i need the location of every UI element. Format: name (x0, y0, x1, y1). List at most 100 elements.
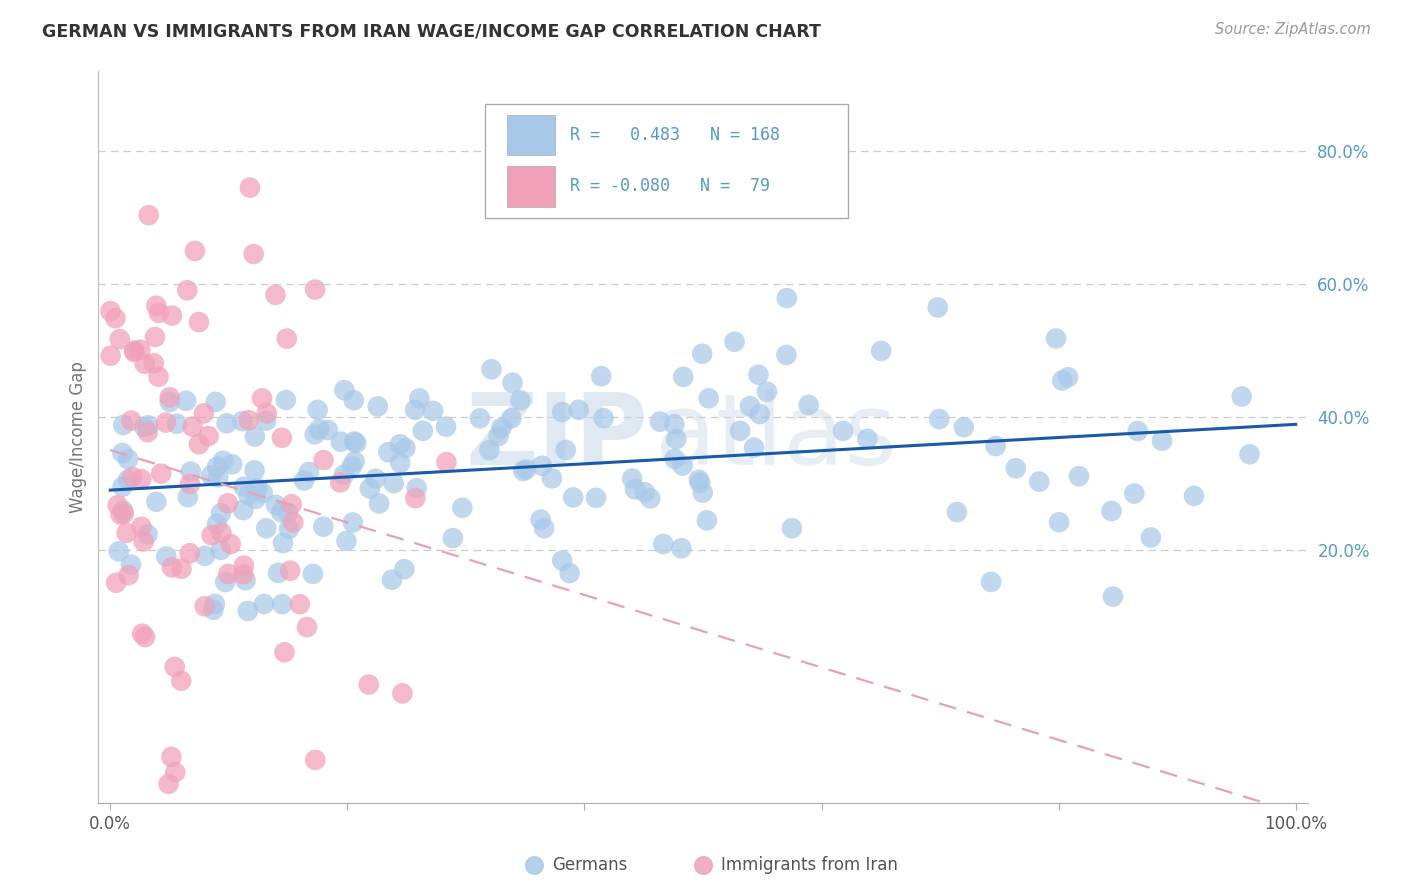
Point (408, 392, 430, 406)
Point (187, 437, 209, 451)
Point (194, 549, 217, 563)
Point (176, 283, 198, 297)
Point (112, 503, 135, 517)
Point (129, 343, 152, 357)
Point (131, 626, 153, 640)
Point (1101, 504, 1123, 518)
Point (364, 472, 387, 486)
Point (107, 498, 129, 512)
Point (217, 566, 239, 581)
Text: ZIP: ZIP (465, 389, 648, 485)
Point (624, 482, 647, 496)
Point (533, 521, 555, 535)
Point (664, 417, 686, 432)
Point (394, 441, 416, 455)
Point (530, 458, 553, 473)
Point (304, 427, 326, 442)
Point (1028, 475, 1050, 489)
Point (215, 417, 238, 431)
Point (1123, 486, 1146, 500)
Point (148, 369, 170, 384)
Point (207, 470, 229, 484)
Point (159, 395, 181, 409)
Point (633, 485, 655, 500)
FancyBboxPatch shape (508, 115, 555, 155)
Point (271, 597, 294, 611)
Point (148, 306, 170, 320)
Point (980, 574, 1002, 589)
Point (136, 418, 159, 433)
Point (512, 464, 534, 478)
Point (134, 420, 156, 434)
Point (1140, 531, 1163, 545)
Point (264, 498, 287, 512)
Text: Immigrants from Iran: Immigrants from Iran (721, 856, 898, 874)
Point (121, 470, 143, 484)
Point (274, 392, 297, 407)
Point (239, 180, 262, 194)
Point (277, 522, 299, 536)
Point (509, 393, 531, 408)
Point (422, 404, 444, 418)
Point (723, 334, 745, 349)
Point (1052, 374, 1074, 388)
Point (665, 432, 688, 446)
Point (856, 432, 879, 446)
Point (202, 603, 225, 617)
Point (245, 491, 267, 506)
Point (104, 311, 127, 326)
Point (780, 521, 803, 535)
Point (652, 537, 675, 551)
Point (441, 531, 464, 545)
Point (308, 422, 330, 436)
Point (292, 474, 315, 488)
Point (105, 575, 128, 590)
Point (253, 597, 276, 611)
Point (692, 732, 714, 747)
Point (304, 753, 326, 767)
Point (267, 566, 290, 580)
Point (180, 465, 202, 479)
Point (110, 508, 132, 522)
Point (502, 376, 524, 390)
Point (107, 544, 129, 558)
Point (302, 566, 325, 581)
Point (870, 343, 893, 358)
Point (209, 506, 232, 520)
Point (250, 392, 273, 406)
Point (797, 398, 820, 412)
Point (333, 383, 356, 397)
Point (150, 467, 173, 481)
Point (271, 536, 294, 550)
Point (112, 418, 135, 433)
Point (254, 414, 277, 428)
Point (155, 416, 177, 430)
Point (201, 528, 224, 542)
Point (1057, 370, 1080, 384)
Point (232, 480, 254, 494)
Point (197, 429, 219, 443)
Point (204, 597, 226, 611)
Point (307, 402, 329, 417)
Text: R =   0.483   N = 168: R = 0.483 N = 168 (569, 126, 780, 144)
Point (562, 491, 585, 505)
Point (117, 473, 139, 487)
Point (155, 549, 177, 564)
Point (591, 369, 613, 384)
Point (243, 463, 266, 477)
Point (526, 732, 548, 747)
Point (554, 442, 576, 457)
Point (491, 421, 513, 435)
Point (747, 368, 769, 382)
Point (755, 384, 778, 399)
Point (368, 496, 391, 510)
Point (138, 208, 160, 222)
Point (160, 560, 183, 574)
Point (382, 476, 405, 491)
Point (329, 434, 352, 449)
Point (111, 446, 134, 460)
Point (690, 347, 713, 361)
Point (343, 434, 366, 449)
Point (117, 452, 139, 467)
Point (179, 477, 201, 491)
